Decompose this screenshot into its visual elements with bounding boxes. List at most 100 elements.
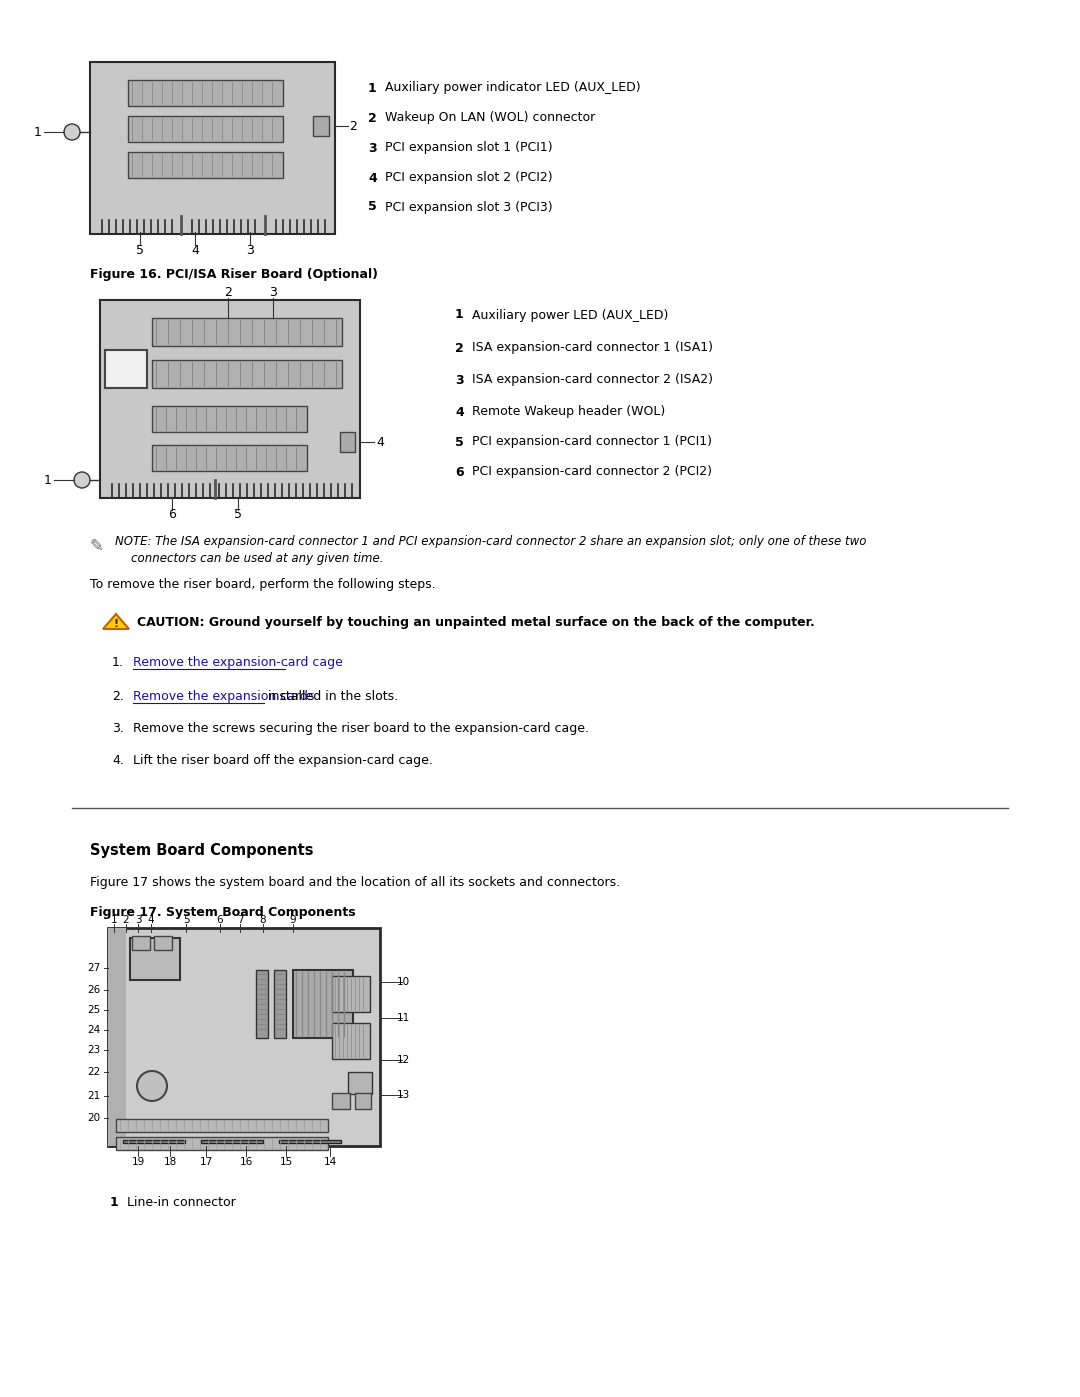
Text: 2: 2 (368, 112, 377, 124)
Text: 4: 4 (148, 915, 154, 925)
Text: 15: 15 (280, 1157, 293, 1166)
Text: 8: 8 (259, 915, 267, 925)
Text: 3: 3 (269, 286, 276, 299)
Bar (152, 407, 307, 432)
Text: Lift the riser board off the expansion-card cage.: Lift the riser board off the expansion-c… (133, 754, 433, 767)
Text: 5: 5 (455, 436, 463, 448)
Text: 20: 20 (86, 1113, 100, 1123)
Text: 25: 25 (86, 1004, 100, 1016)
Text: 4: 4 (455, 405, 463, 419)
Bar (152, 319, 342, 346)
Text: PCI expansion-card connector 2 (PCI2): PCI expansion-card connector 2 (PCI2) (464, 465, 712, 479)
Text: 4: 4 (376, 436, 383, 448)
Text: 21: 21 (86, 1091, 100, 1101)
Text: 4: 4 (368, 172, 377, 184)
Text: Remote Wakeup header (WOL): Remote Wakeup header (WOL) (464, 405, 665, 419)
Text: 1: 1 (44, 474, 52, 486)
Text: ISA expansion-card connector 1 (ISA1): ISA expansion-card connector 1 (ISA1) (464, 341, 713, 355)
Text: 3: 3 (455, 373, 463, 387)
Text: 11: 11 (396, 1013, 410, 1023)
Text: 17: 17 (200, 1157, 213, 1166)
Bar (130, 937, 180, 981)
Bar (129, 152, 283, 177)
Text: 10: 10 (396, 977, 410, 988)
Text: 1: 1 (368, 81, 377, 95)
Bar (332, 977, 370, 1011)
Text: 9: 9 (289, 915, 296, 925)
Bar (279, 1140, 341, 1143)
Bar (152, 360, 342, 388)
Bar (105, 351, 147, 388)
Text: 23: 23 (86, 1045, 100, 1055)
Text: 1: 1 (35, 126, 42, 138)
Text: Figure 16. PCI/ISA Riser Board (Optional): Figure 16. PCI/ISA Riser Board (Optional… (90, 268, 378, 281)
Text: PCI expansion slot 2 (PCI2): PCI expansion slot 2 (PCI2) (377, 172, 553, 184)
Text: 6: 6 (217, 915, 224, 925)
Text: 7: 7 (237, 915, 243, 925)
Bar (348, 1071, 372, 1094)
Text: System Board Components: System Board Components (90, 842, 313, 858)
Text: CAUTION: Ground yourself by touching an unpainted metal surface on the back of t: CAUTION: Ground yourself by touching an … (137, 616, 814, 629)
Circle shape (137, 1071, 167, 1101)
Text: 1: 1 (110, 915, 118, 925)
Text: 3: 3 (135, 915, 141, 925)
Bar (129, 80, 283, 106)
Circle shape (75, 472, 90, 488)
Text: 5: 5 (368, 201, 377, 214)
Text: Auxiliary power LED (AUX_LED): Auxiliary power LED (AUX_LED) (464, 309, 669, 321)
Text: connectors can be used at any given time.: connectors can be used at any given time… (131, 552, 383, 564)
Text: PCI expansion slot 1 (PCI1): PCI expansion slot 1 (PCI1) (377, 141, 553, 155)
Text: Figure 17 shows the system board and the location of all its sockets and connect: Figure 17 shows the system board and the… (90, 876, 620, 888)
Bar (256, 970, 268, 1038)
Text: 4: 4 (191, 243, 199, 257)
Text: PCI expansion-card connector 1 (PCI1): PCI expansion-card connector 1 (PCI1) (464, 436, 712, 448)
Polygon shape (103, 615, 129, 629)
Text: 26: 26 (86, 985, 100, 995)
Text: installed in the slots.: installed in the slots. (265, 690, 399, 703)
Text: 4.: 4. (112, 754, 124, 767)
Text: 12: 12 (396, 1055, 410, 1065)
Text: Remove the screws securing the riser board to the expansion-card cage.: Remove the screws securing the riser boa… (133, 722, 589, 735)
Text: 18: 18 (163, 1157, 177, 1166)
Bar (355, 1092, 372, 1109)
Text: 16: 16 (240, 1157, 253, 1166)
Text: 2.: 2. (112, 690, 124, 703)
Bar (100, 300, 360, 497)
Text: Figure 17. System Board Components: Figure 17. System Board Components (90, 907, 355, 919)
Text: 14: 14 (323, 1157, 337, 1166)
Text: 22: 22 (86, 1067, 100, 1077)
Text: 3: 3 (368, 141, 377, 155)
Text: ISA expansion-card connector 2 (ISA2): ISA expansion-card connector 2 (ISA2) (464, 373, 713, 387)
Circle shape (64, 124, 80, 140)
Bar (313, 116, 329, 136)
Bar (108, 928, 126, 1146)
Text: 2: 2 (123, 915, 130, 925)
Text: 13: 13 (396, 1090, 410, 1099)
Text: 27: 27 (86, 963, 100, 972)
Text: 5: 5 (234, 509, 242, 521)
Text: 5: 5 (183, 915, 189, 925)
Text: Wakeup On LAN (WOL) connector: Wakeup On LAN (WOL) connector (377, 112, 595, 124)
Text: 19: 19 (132, 1157, 145, 1166)
Text: 3.: 3. (112, 722, 124, 735)
Text: 1.: 1. (112, 657, 124, 669)
Bar (90, 61, 335, 235)
Text: To remove the riser board, perform the following steps.: To remove the riser board, perform the f… (90, 578, 435, 591)
Text: Remove the expansion cards: Remove the expansion cards (133, 690, 314, 703)
Bar (154, 936, 172, 950)
Bar (123, 1140, 185, 1143)
Text: 2: 2 (349, 120, 356, 133)
Bar (132, 936, 150, 950)
Bar (332, 1092, 350, 1109)
Text: 2: 2 (224, 286, 232, 299)
Text: 24: 24 (86, 1025, 100, 1035)
Bar (340, 432, 355, 453)
Bar (108, 928, 380, 1146)
Text: NOTE: The ISA expansion-card connector 1 and PCI expansion-card connector 2 shar: NOTE: The ISA expansion-card connector 1… (114, 535, 866, 548)
Bar (201, 1140, 264, 1143)
Text: .: . (284, 657, 288, 669)
Text: Auxiliary power indicator LED (AUX_LED): Auxiliary power indicator LED (AUX_LED) (377, 81, 640, 95)
Text: 6: 6 (455, 465, 463, 479)
Text: ✎: ✎ (90, 536, 104, 555)
Text: 1: 1 (110, 1196, 119, 1208)
